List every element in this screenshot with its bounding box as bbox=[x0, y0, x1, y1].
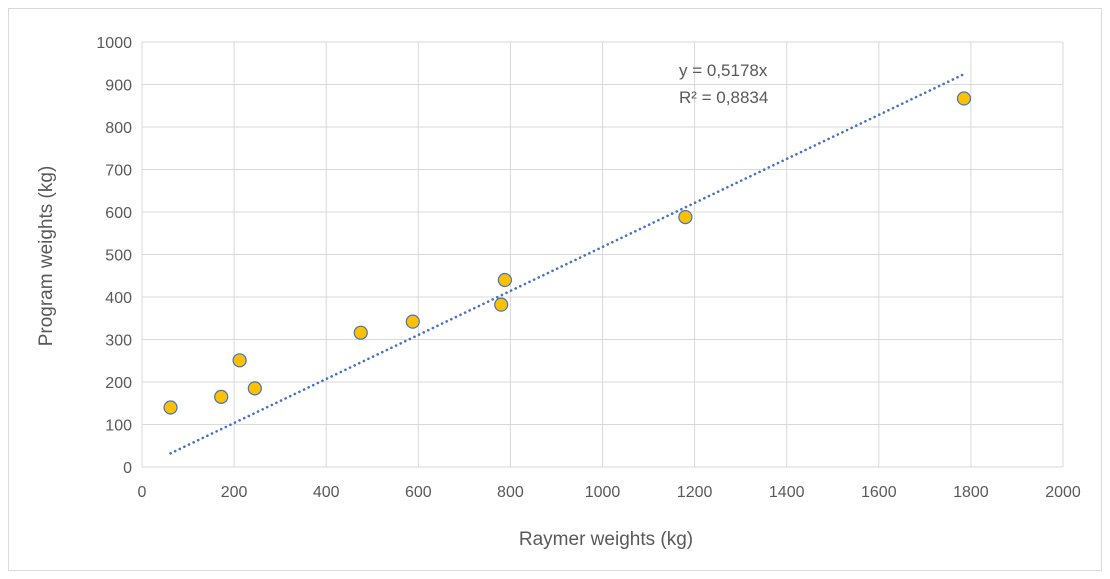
data-point bbox=[353, 325, 368, 340]
x-tick-label: 1400 bbox=[769, 484, 805, 501]
x-tick-label: 1200 bbox=[677, 484, 713, 501]
y-tick-label: 600 bbox=[105, 205, 132, 222]
x-tick-label: 1800 bbox=[953, 484, 989, 501]
y-tick-label: 300 bbox=[105, 333, 132, 350]
y-tick-label: 500 bbox=[105, 248, 132, 265]
chart-area: 0 200 400 600 800 1000 1200 1400 1600 1800 2000 0 10… bbox=[8, 8, 1102, 571]
y-tick-label: 1000 bbox=[96, 35, 132, 52]
data-point bbox=[232, 353, 247, 368]
x-tick-label: 400 bbox=[313, 484, 340, 501]
scatter-chart: 0 200 400 600 800 1000 1200 1400 1600 1800 2000 0 10… bbox=[36, 35, 1081, 550]
data-point bbox=[405, 314, 420, 329]
data-points bbox=[163, 91, 972, 415]
trendline-r-squared: R² = 0,8834 bbox=[679, 88, 768, 107]
y-tick-label: 0 bbox=[123, 460, 132, 477]
y-tick-label: 100 bbox=[105, 418, 132, 435]
x-tick-label: 2000 bbox=[1045, 484, 1081, 501]
x-tick-label: 600 bbox=[405, 484, 432, 501]
x-axis-title: Raymer weights (kg) bbox=[519, 529, 693, 550]
x-tick-label: 800 bbox=[497, 484, 524, 501]
tick-labels: 0 200 400 600 800 1000 1200 1400 1600 1800 2000 0 10… bbox=[96, 35, 1080, 501]
data-point bbox=[163, 400, 178, 415]
y-tick-label: 900 bbox=[105, 78, 132, 95]
data-point bbox=[494, 297, 509, 312]
data-point bbox=[678, 210, 693, 225]
x-tick-label: 200 bbox=[221, 484, 248, 501]
gridlines bbox=[141, 41, 1064, 468]
trendline bbox=[169, 72, 966, 455]
y-tick-label: 800 bbox=[105, 120, 132, 137]
x-tick-label: 1600 bbox=[861, 484, 897, 501]
data-point bbox=[497, 272, 512, 288]
y-tick-label: 400 bbox=[105, 290, 132, 307]
x-tick-label: 1000 bbox=[585, 484, 621, 501]
data-point bbox=[956, 91, 972, 106]
y-tick-label: 200 bbox=[105, 375, 132, 392]
data-point bbox=[214, 389, 229, 404]
x-tick-label: 0 bbox=[138, 484, 147, 501]
data-point bbox=[247, 381, 262, 396]
trendline-layer bbox=[169, 72, 966, 455]
trendline-equation: y = 0,5178x bbox=[679, 61, 768, 80]
y-axis-title: Program weights (kg) bbox=[36, 166, 57, 347]
y-tick-label: 700 bbox=[105, 163, 132, 180]
